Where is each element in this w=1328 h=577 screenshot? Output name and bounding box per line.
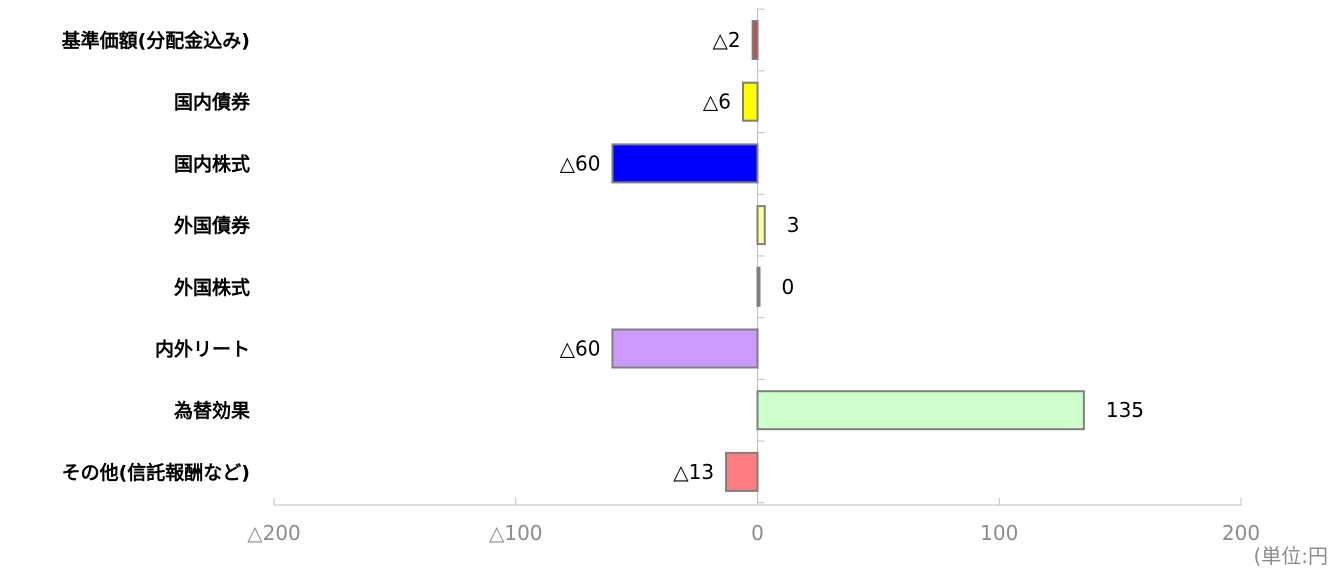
value-label: △6 <box>703 90 731 114</box>
value-label: 0 <box>782 275 795 299</box>
bar <box>611 143 759 184</box>
category-label: 内外リート <box>155 338 250 361</box>
bar <box>611 328 759 369</box>
value-label: 3 <box>787 213 800 237</box>
x-tick-label: 0 <box>751 521 764 545</box>
x-tick-label: 100 <box>980 521 1018 545</box>
bar <box>756 390 1085 431</box>
bar <box>751 20 759 60</box>
category-label: 国内債券 <box>174 91 251 114</box>
unit-label: (単位:円 <box>1253 544 1328 568</box>
x-tick-label: △100 <box>489 521 543 545</box>
bar <box>725 451 759 492</box>
value-label: △60 <box>560 151 601 175</box>
x-axis: △200 △100 0 100 200 <box>247 8 1260 545</box>
category-label: その他(信託報酬など) <box>62 461 250 484</box>
x-tick-label: 200 <box>1222 521 1260 545</box>
value-label: △60 <box>560 337 601 361</box>
category-label: 国内株式 <box>174 152 250 175</box>
bar <box>756 266 761 307</box>
category-label: 外国債券 <box>174 214 251 237</box>
bar <box>741 81 759 122</box>
category-label: 外国株式 <box>174 276 250 299</box>
category-label: 為替効果 <box>174 399 250 422</box>
value-label: △13 <box>673 460 714 484</box>
bar <box>756 205 766 246</box>
category-label: 基準価額(分配金込み) <box>61 29 250 52</box>
x-tick-label: △200 <box>247 521 301 545</box>
bars <box>611 20 1085 492</box>
value-label: 135 <box>1106 398 1144 422</box>
labels: 基準価額(分配金込み) △2 国内債券 △6 国内株式 △60 外国債券 3 外国株式 0 内外リー… <box>61 28 1144 484</box>
value-label: △2 <box>713 28 741 52</box>
